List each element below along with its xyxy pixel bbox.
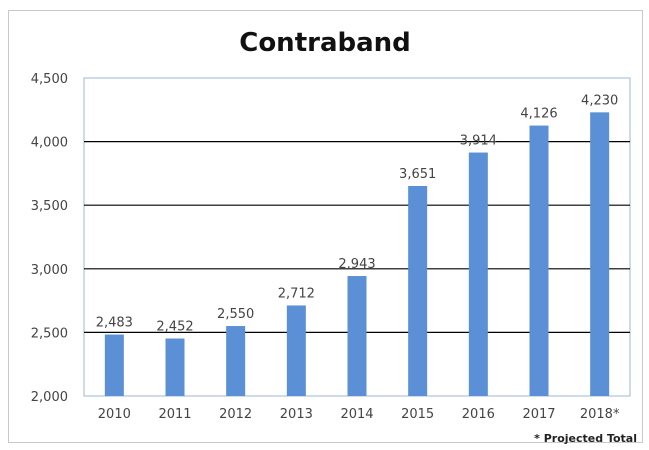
bar-value-label: 2,712 bbox=[278, 286, 315, 301]
bar-2018 bbox=[590, 112, 610, 397]
bar-value-label: 2,483 bbox=[96, 316, 133, 331]
bar-value-label: 4,126 bbox=[520, 107, 557, 122]
y-tick-label: 3,500 bbox=[31, 199, 68, 214]
bar-2011 bbox=[165, 338, 185, 396]
y-tick-label: 4,500 bbox=[31, 72, 68, 87]
bar-value-label: 2,943 bbox=[338, 257, 375, 272]
bar-2014 bbox=[347, 276, 367, 396]
x-tick-label: 2012 bbox=[219, 407, 252, 422]
x-tick-label: 2014 bbox=[340, 407, 373, 422]
bar-2016 bbox=[468, 152, 488, 396]
y-tick-label: 2,500 bbox=[31, 326, 68, 341]
y-tick-label: 2,000 bbox=[31, 390, 68, 405]
bar-2010 bbox=[104, 334, 124, 396]
bar-value-label: 2,452 bbox=[156, 320, 193, 335]
bar-value-label: 3,651 bbox=[399, 167, 436, 182]
x-tick-label: 2017 bbox=[522, 407, 555, 422]
y-axis-tick-labels: 2,000 2,500 3,000 3,500 4,000 4,500 bbox=[31, 72, 68, 405]
projected-total-footnote: * Projected Total bbox=[534, 432, 637, 445]
bars bbox=[104, 112, 610, 397]
x-tick-label: 2016 bbox=[462, 407, 495, 422]
bar-2012 bbox=[226, 326, 246, 396]
chart-title: Contraband bbox=[239, 28, 411, 58]
x-tick-label: 2013 bbox=[280, 407, 313, 422]
x-tick-label: 2010 bbox=[98, 407, 131, 422]
x-tick-label: 2015 bbox=[401, 407, 434, 422]
y-tick-label: 3,000 bbox=[31, 263, 68, 278]
x-tick-label: 2018* bbox=[580, 407, 620, 422]
x-axis-tick-labels: 2010 2011 2012 2013 2014 2015 2016 2017 2018* bbox=[98, 407, 620, 422]
bar-2015 bbox=[408, 185, 428, 396]
y-tick-label: 4,000 bbox=[31, 136, 68, 151]
bar-value-label: 3,914 bbox=[460, 134, 497, 149]
bar-2017 bbox=[529, 125, 549, 396]
bar-value-label: 2,550 bbox=[217, 307, 254, 322]
bar-2013 bbox=[286, 305, 306, 396]
x-tick-label: 2011 bbox=[158, 407, 191, 422]
bar-value-label: 4,230 bbox=[581, 93, 618, 108]
value-labels: 2,483 2,452 2,550 2,712 2,943 3,651 3,914 4,126… bbox=[96, 93, 619, 334]
